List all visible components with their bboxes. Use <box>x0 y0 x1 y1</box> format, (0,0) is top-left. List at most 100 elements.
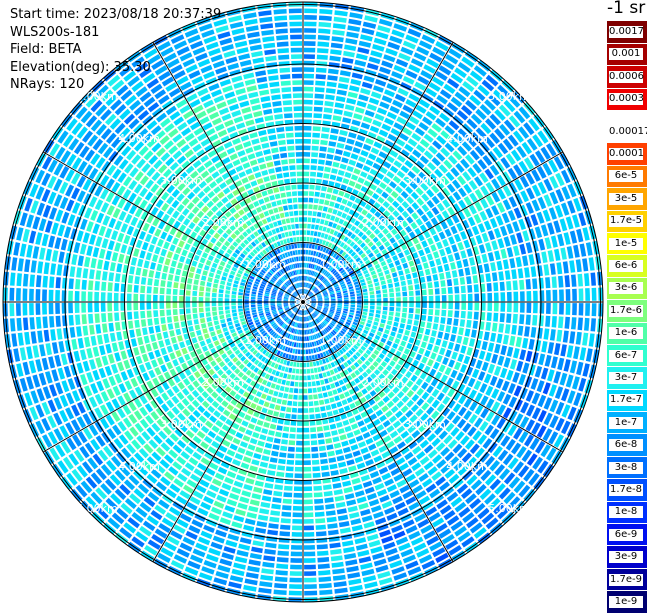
range-gate-cell <box>227 534 239 541</box>
range-gate-cell <box>234 320 239 324</box>
range-gate-cell <box>321 386 326 391</box>
range-gate-cell <box>238 305 243 308</box>
range-gate-cell <box>183 378 190 386</box>
range-gate-cell <box>360 88 371 95</box>
range-gate-cell <box>284 113 293 118</box>
range-gate-cell <box>303 356 306 361</box>
range-gate-cell <box>225 57 237 65</box>
range-gate-cell <box>591 318 597 331</box>
range-gate-cell <box>213 316 218 321</box>
range-gate-cell <box>330 424 337 430</box>
range-gate-cell <box>338 136 346 142</box>
range-gate-cell <box>225 395 232 402</box>
range-gate-cell <box>252 166 259 172</box>
range-gate-cell <box>62 278 67 289</box>
range-gate-cell <box>214 279 219 284</box>
range-gate-cell <box>261 393 267 399</box>
range-gate-cell <box>279 186 285 191</box>
range-gate-cell <box>264 306 269 308</box>
range-gate-cell <box>321 233 325 238</box>
range-gate-cell <box>334 395 340 401</box>
range-gate-cell <box>151 236 158 244</box>
range-gate-cell <box>285 367 289 372</box>
range-gate-cell <box>161 348 168 356</box>
range-gate-cell <box>308 382 312 387</box>
range-gate-cell <box>321 366 325 371</box>
range-gate-cell <box>240 60 252 67</box>
range-gate-cell <box>310 368 314 373</box>
range-gate-cell <box>337 508 347 514</box>
range-gate-cell <box>395 233 402 240</box>
range-gate-cell <box>400 230 407 237</box>
range-gate-cell <box>296 159 302 164</box>
range-gate-cell <box>297 415 302 420</box>
range-gate-cell <box>142 269 148 277</box>
range-gate-cell <box>411 222 418 230</box>
range-gate-cell <box>416 398 424 406</box>
range-gate-cell <box>202 206 209 214</box>
range-gate-cell <box>328 457 336 463</box>
range-gate-cell <box>129 390 137 400</box>
range-gate-cell <box>258 295 263 298</box>
range-gate-cell <box>565 317 571 329</box>
range-gate-cell <box>262 219 268 225</box>
range-gate-cell <box>212 293 217 297</box>
range-gate-cell <box>139 345 145 353</box>
range-gate-cell <box>223 187 231 194</box>
range-gate-cell <box>232 309 237 313</box>
range-gate-cell <box>334 10 347 16</box>
range-gate-cell <box>330 229 335 235</box>
range-gate-cell <box>235 556 248 563</box>
range-gate-cell <box>304 460 311 465</box>
range-gate-cell <box>113 386 121 396</box>
range-gate-cell <box>305 263 307 268</box>
range-gate-cell <box>238 299 243 302</box>
range-gate-cell <box>270 299 275 301</box>
range-gate-cell <box>300 230 303 235</box>
range-gate-cell <box>221 552 234 560</box>
range-gate-cell <box>289 22 302 27</box>
range-gate-cell <box>311 224 315 229</box>
range-gate-cell <box>316 218 320 223</box>
range-gate-cell <box>263 43 275 49</box>
range-gate-cell <box>357 462 366 469</box>
range-gate-cell <box>292 67 302 72</box>
range-gate-cell <box>390 331 396 337</box>
range-gate-cell <box>541 368 549 380</box>
range-gate-cell <box>278 206 283 211</box>
range-gate-cell <box>215 124 225 132</box>
range-gate-cell <box>117 362 124 372</box>
range-gate-cell <box>279 413 285 418</box>
range-gate-cell <box>304 499 313 504</box>
range-gate-cell <box>317 172 323 177</box>
range-gate-cell <box>372 477 382 485</box>
range-gate-cell <box>379 101 389 109</box>
range-gate-cell <box>275 577 288 583</box>
range-gate-cell <box>584 318 590 331</box>
range-gate-cell <box>376 310 381 314</box>
range-gate-cell <box>379 577 393 585</box>
range-gate-cell <box>156 333 162 340</box>
range-gate-cell <box>221 400 228 407</box>
range-gate-cell <box>485 322 491 331</box>
range-gate-cell <box>538 354 545 366</box>
range-gate-cell <box>251 305 256 308</box>
range-gate-cell <box>349 180 356 186</box>
range-gate-cell <box>212 171 220 179</box>
range-gate-cell <box>208 446 217 454</box>
range-gate-cell <box>442 199 450 208</box>
range-gate-cell <box>171 260 177 267</box>
range-gate-cell <box>389 307 394 311</box>
range-gate-cell <box>209 415 217 423</box>
range-gate-cell <box>219 315 224 319</box>
range-gate-cell <box>265 56 276 62</box>
range-gate-cell <box>215 325 221 330</box>
range-gate-cell <box>99 345 106 355</box>
range-gate-cell <box>369 540 381 548</box>
range-gate-cell <box>276 35 288 41</box>
range-gate-cell <box>301 350 303 355</box>
range-gate-cell <box>310 237 313 242</box>
range-gate-cell <box>311 375 315 380</box>
range-gate-cell <box>415 354 422 361</box>
range-gate-cell <box>290 571 302 576</box>
